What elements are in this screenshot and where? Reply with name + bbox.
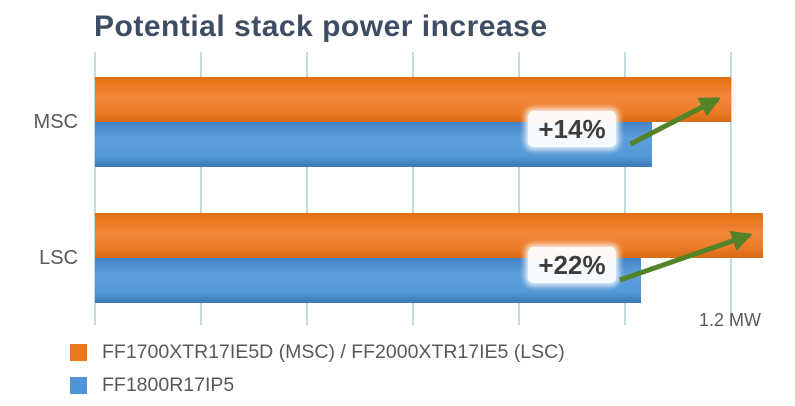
- legend: FF1700XTR17IE5D (MSC) / FF2000XTR17IE5 (…: [70, 340, 565, 406]
- gridline: [94, 52, 96, 325]
- legend-label: FF1800R17IP5: [102, 373, 235, 396]
- legend-item-1: FF1700XTR17IE5D (MSC) / FF2000XTR17IE5 (…: [70, 340, 565, 364]
- chart-title: Potential stack power increase: [94, 10, 548, 43]
- increase-badge-msc: +14%: [528, 111, 616, 147]
- increase-badge-lsc: +22%: [528, 247, 616, 283]
- legend-label: FF1700XTR17IE5D (MSC) / FF2000XTR17IE5 (…: [102, 340, 565, 363]
- axis-max-label: 1.2 MW: [698, 310, 761, 330]
- legend-item-2: FF1800R17IP5: [70, 373, 565, 397]
- gridline: [518, 52, 520, 325]
- category-label-msc: MSC: [33, 111, 78, 133]
- bar-lsc-series-1: [95, 213, 763, 258]
- gridline: [624, 52, 626, 325]
- gridline: [730, 52, 732, 325]
- category-label-lsc: LSC: [39, 247, 78, 269]
- bar-msc-series-1: [95, 77, 731, 122]
- legend-swatch-icon: [70, 343, 87, 361]
- gridline: [306, 52, 308, 325]
- legend-swatch-icon: [70, 376, 87, 394]
- gridline: [412, 52, 414, 325]
- gridline: [200, 52, 202, 325]
